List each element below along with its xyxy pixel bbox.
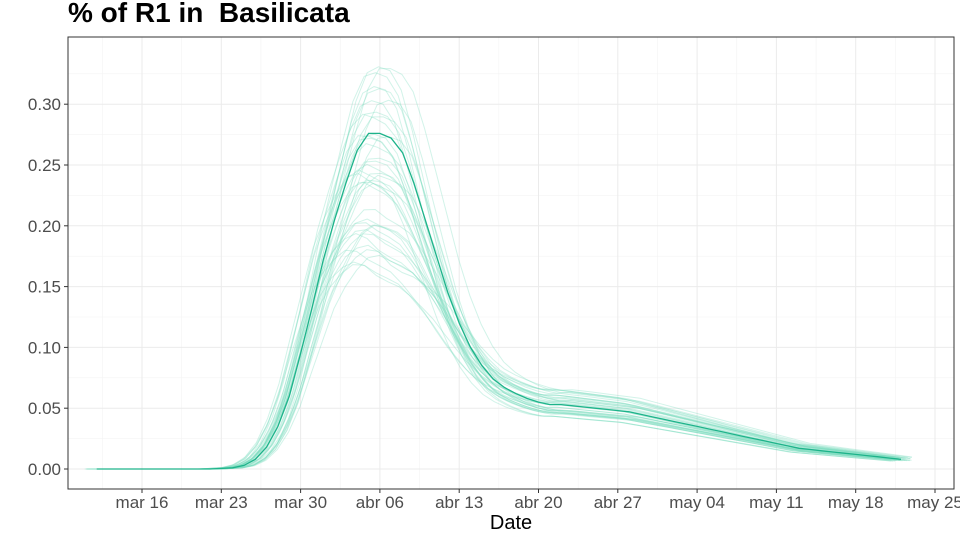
ensemble-line [106, 249, 911, 470]
ensemble-line [96, 88, 901, 470]
x-tick-label: mar 16 [116, 493, 169, 512]
ensemble-line [93, 111, 898, 470]
ensemble-line [92, 160, 897, 470]
ensemble-line [105, 99, 910, 470]
ensemble-line [100, 116, 905, 470]
ensemble-line [92, 264, 897, 470]
ensemble-line [94, 229, 900, 470]
x-axis-title: Date [490, 512, 532, 534]
y-tick-label: 0.10 [28, 338, 61, 357]
y-tick-label: 0.15 [28, 278, 61, 297]
x-tick-label: abr 06 [356, 493, 404, 512]
y-tick-label: 0.25 [28, 156, 61, 175]
x-tick-label: may 11 [749, 493, 804, 512]
ensemble-line [107, 244, 913, 470]
ensemble-lines [84, 66, 913, 470]
y-tick-label: 0.20 [28, 217, 61, 236]
ensemble-line [105, 136, 911, 470]
x-tick-label: mar 23 [195, 493, 248, 512]
main-series-line [96, 132, 902, 470]
ensemble-line [95, 163, 900, 470]
ensemble-line [94, 222, 899, 470]
ensemble-line [87, 169, 892, 470]
ensemble-line [95, 179, 900, 470]
ensemble-line [101, 233, 907, 470]
ensemble-line [94, 143, 899, 470]
ensemble-line [86, 172, 891, 470]
major-gridlines [68, 37, 954, 489]
x-tick-label: abr 13 [435, 493, 483, 512]
main-series [96, 132, 902, 470]
ensemble-line [101, 224, 906, 470]
ensemble-line [91, 133, 896, 470]
y-tick-label: 0.05 [28, 399, 61, 418]
y-tick-label: 0.30 [28, 95, 61, 114]
x-tick-label: abr 27 [594, 493, 642, 512]
chart-title: % of R1 in Basilicata [68, 0, 350, 28]
ensemble-line [92, 72, 897, 470]
ensemble-line [88, 100, 893, 470]
ensemble-line [107, 68, 912, 470]
ensemble-line [90, 113, 896, 470]
x-tick-label: mar 30 [274, 493, 327, 512]
y-axis: 0.00 0.05 0.10 0.15 0.20 0.25 0.30 [28, 95, 68, 479]
minor-gridlines [68, 37, 954, 489]
ensemble-line [91, 181, 896, 470]
ensemble-line [95, 232, 900, 470]
ensemble-line [90, 86, 896, 470]
ensemble-line [106, 174, 911, 470]
ensemble-line [86, 181, 891, 470]
y-tick-label: 0.00 [28, 460, 61, 479]
ensemble-line [87, 137, 892, 470]
ensemble-line [102, 224, 908, 470]
x-tick-label: abr 20 [514, 493, 562, 512]
ensemble-line [98, 172, 903, 470]
ensemble-line [84, 249, 890, 470]
x-tick-label: may 04 [669, 493, 725, 512]
x-tick-label: may 25 [907, 493, 960, 512]
ensemble-line [93, 261, 898, 470]
x-axis: mar 16 mar 23 mar 30 abr 06 abr 13 abr 20 abr … [116, 489, 960, 512]
panel-border [67, 36, 955, 490]
ensemble-line [86, 135, 891, 470]
ensemble-line [107, 254, 912, 470]
ensemble-line [101, 182, 906, 470]
x-tick-label: may 18 [828, 493, 884, 512]
ensemble-line [103, 208, 908, 470]
ensemble-line [96, 157, 901, 470]
